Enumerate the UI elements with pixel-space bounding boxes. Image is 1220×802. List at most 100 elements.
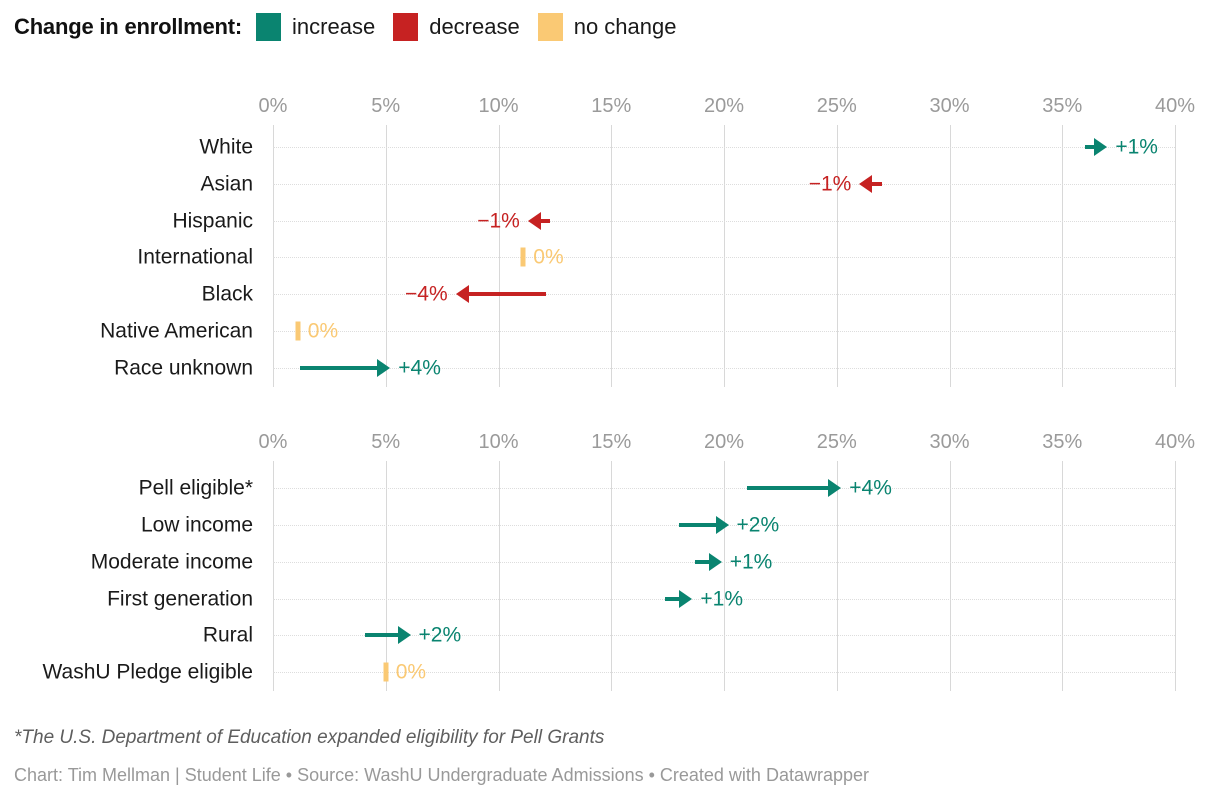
- gridline-vertical: [949, 125, 951, 387]
- value-label: −4%: [405, 282, 448, 306]
- gridline-vertical: [949, 461, 951, 691]
- row-gridline: [273, 672, 1175, 673]
- gridline-vertical: [1062, 125, 1064, 387]
- x-tick-label: 20%: [703, 431, 745, 453]
- x-tick-label: 15%: [591, 95, 632, 117]
- no-change-marker: [520, 247, 526, 267]
- x-tick-label: 40%: [1154, 95, 1196, 117]
- legend-label-no-change: no change: [573, 14, 677, 39]
- x-tick-label: 15%: [591, 431, 632, 453]
- arrow-head-left-icon: [455, 285, 469, 303]
- category-label: First generation: [107, 587, 253, 611]
- legend-item-decrease: decrease: [393, 13, 520, 41]
- row-gridline: [273, 184, 1175, 185]
- value-label: +1%: [700, 587, 744, 611]
- category-label: Pell eligible*: [138, 476, 253, 500]
- chart-panel-socioeconomic: 0% 5% 10% 15% 20% 25% 30% 35% 40% Pell eligible*…: [0, 431, 1220, 696]
- row-gridline: [273, 599, 1175, 600]
- x-tick-label: 40%: [1154, 431, 1196, 453]
- x-tick-label: 35%: [1042, 95, 1083, 117]
- value-label: 0%: [307, 319, 339, 343]
- legend-title: Change in enrollment:: [14, 14, 243, 39]
- arrow-head-right-icon: [377, 359, 391, 377]
- gridline-vertical: [385, 125, 387, 387]
- green-square-swatch: [256, 13, 282, 41]
- gridline-vertical: [724, 125, 725, 387]
- gridline-vertical: [836, 125, 838, 387]
- arrow-head-right-icon: [828, 479, 842, 497]
- row-gridline: [273, 368, 1175, 369]
- x-tick-label: 5%: [371, 431, 401, 453]
- row-gridline: [273, 331, 1175, 332]
- category-label: Race unknown: [114, 356, 253, 380]
- x-tick-label: 10%: [478, 95, 519, 117]
- arrow-shaft: [678, 523, 718, 527]
- category-label: Moderate income: [90, 550, 253, 574]
- x-tick-label: 30%: [929, 431, 970, 453]
- row-gridline: [273, 257, 1175, 258]
- arrow-shaft: [870, 182, 882, 186]
- category-label: Rural: [202, 623, 253, 647]
- arrow-head-left-icon: [527, 212, 541, 230]
- x-tick-label: 25%: [816, 431, 857, 453]
- category-label: Hispanic: [172, 209, 253, 233]
- gridline-vertical: [724, 461, 725, 691]
- category-label: International: [137, 245, 253, 269]
- gridline-vertical: [273, 461, 274, 691]
- arrow-head-right-icon: [715, 516, 729, 534]
- x-tick-label: 30%: [929, 95, 970, 117]
- arrow-shaft: [665, 597, 682, 601]
- x-tick-label: 10%: [478, 431, 519, 453]
- gridline-vertical: [836, 461, 838, 691]
- x-axis-top: 0% 5% 10% 15% 20% 25% 30% 35% 40%: [259, 95, 1195, 123]
- category-label: WashU Pledge eligible: [42, 660, 253, 684]
- value-label: 0%: [533, 245, 564, 269]
- gridline-vertical: [498, 461, 500, 691]
- gridline-vertical: [385, 461, 387, 691]
- gridline-vertical: [611, 125, 613, 387]
- gridline-vertical: [273, 125, 274, 387]
- row-gridline: [273, 562, 1175, 563]
- gridline-vertical: [1175, 125, 1176, 387]
- gridline-vertical: [498, 125, 500, 387]
- arrow-shaft: [694, 560, 711, 564]
- arrow-shaft: [466, 292, 546, 296]
- legend-label-decrease: decrease: [429, 14, 520, 39]
- arrow-head-right-icon: [708, 553, 722, 571]
- row-gridline: [273, 221, 1175, 222]
- arrow-head-right-icon: [397, 626, 411, 644]
- gridline-vertical: [1062, 461, 1064, 691]
- x-tick-label: 20%: [703, 95, 745, 117]
- x-axis-bottom: 0% 5% 10% 15% 20% 25% 30% 35% 40%: [259, 431, 1195, 459]
- value-label: +1%: [729, 550, 773, 574]
- red-square-swatch: [393, 13, 419, 41]
- row-gridline: [273, 488, 1175, 489]
- value-label: +1%: [1115, 135, 1158, 159]
- legend-label-increase: increase: [292, 14, 376, 39]
- x-tick-label: 25%: [816, 95, 857, 117]
- value-label: +4%: [849, 476, 892, 500]
- arrow-head-right-icon: [679, 590, 693, 608]
- no-change-marker: [295, 321, 301, 341]
- category-label: Black: [201, 282, 253, 306]
- x-tick-label: 0%: [258, 431, 288, 453]
- arrow-shaft: [300, 366, 380, 370]
- category-label: Low income: [140, 513, 253, 537]
- footnote: *The U.S. Department of Education expand…: [14, 727, 605, 748]
- arrow-shaft: [1084, 145, 1097, 149]
- x-tick-label: 0%: [258, 95, 288, 117]
- value-label: 0%: [395, 660, 427, 684]
- arrow-shaft: [538, 219, 551, 223]
- legend-item-no-change: no change: [537, 13, 677, 41]
- row-gridline: [273, 294, 1175, 295]
- arrow-shaft: [746, 486, 831, 490]
- value-label: +2%: [736, 513, 780, 537]
- category-label: Asian: [200, 172, 253, 196]
- value-label: −1%: [808, 172, 852, 196]
- gridline-vertical: [1175, 461, 1176, 691]
- no-change-marker: [383, 662, 389, 682]
- value-label: −1%: [477, 209, 520, 233]
- category-label: Native American: [100, 319, 253, 343]
- chart-panel-race-ethnicity: 0% 5% 10% 15% 20% 25% 30% 35% 40% White Asian Hisp…: [0, 95, 1220, 395]
- legend-item-increase: increase: [256, 13, 375, 41]
